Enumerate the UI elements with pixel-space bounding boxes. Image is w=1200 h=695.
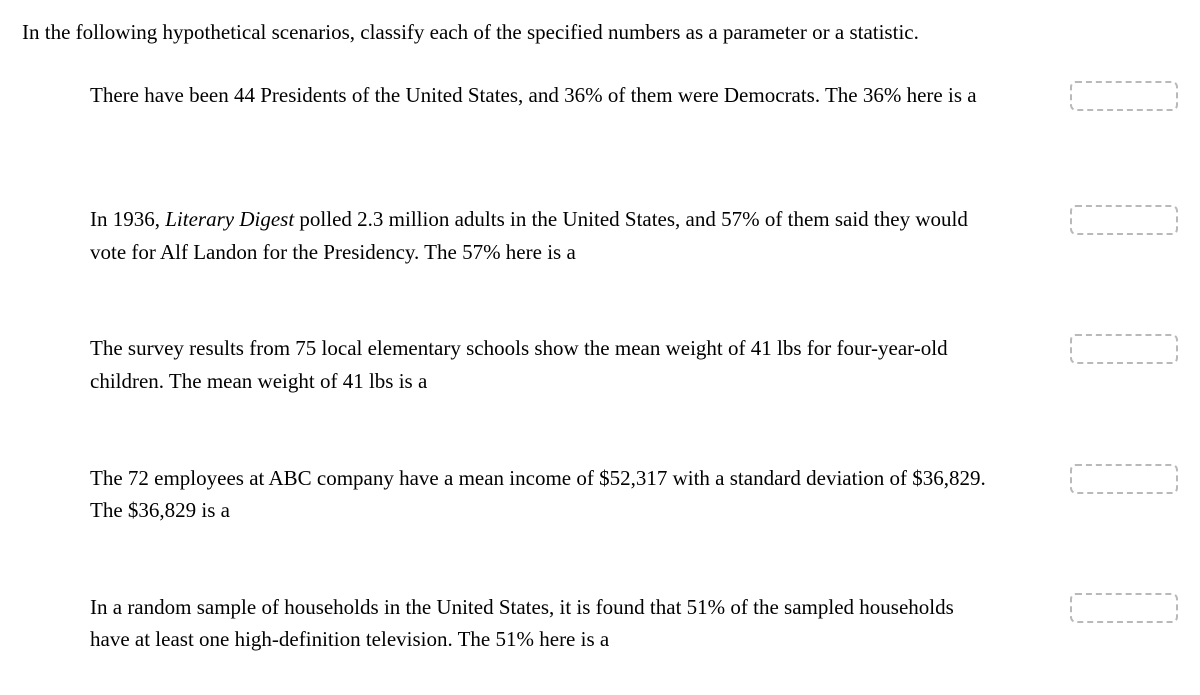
question-row: There have been 44 Presidents of the Uni…	[22, 79, 1178, 139]
answer-col	[1070, 591, 1178, 623]
question-row: In 1936, Literary Digest polled 2.3 mill…	[22, 203, 1178, 268]
answer-col	[1070, 203, 1178, 235]
text-span: In 1936,	[90, 207, 165, 231]
question-text: The survey results from 75 local element…	[90, 332, 1010, 397]
answer-input[interactable]	[1070, 593, 1178, 623]
italic-text: Literary Digest	[165, 207, 294, 231]
answer-col	[1070, 79, 1178, 111]
answer-input[interactable]	[1070, 81, 1178, 111]
page-container: In the following hypothetical scenarios,…	[0, 0, 1200, 656]
text-span: In a random sample of households in the …	[90, 595, 954, 652]
question-row: The survey results from 75 local element…	[22, 332, 1178, 397]
answer-input[interactable]	[1070, 464, 1178, 494]
answer-input[interactable]	[1070, 334, 1178, 364]
answer-input[interactable]	[1070, 205, 1178, 235]
text-span: The survey results from 75 local element…	[90, 336, 948, 393]
intro-text: In the following hypothetical scenarios,…	[22, 18, 1178, 47]
answer-col	[1070, 462, 1178, 494]
question-row: The 72 employees at ABC company have a m…	[22, 462, 1178, 527]
questions-list: There have been 44 Presidents of the Uni…	[22, 79, 1178, 655]
question-text: In a random sample of households in the …	[90, 591, 1010, 656]
question-row: In a random sample of households in the …	[22, 591, 1178, 656]
text-span: There have been 44 Presidents of the Uni…	[90, 83, 977, 107]
text-span: The 72 employees at ABC company have a m…	[90, 466, 986, 523]
question-text: There have been 44 Presidents of the Uni…	[90, 79, 1010, 112]
answer-col	[1070, 332, 1178, 364]
question-text: In 1936, Literary Digest polled 2.3 mill…	[90, 203, 1010, 268]
question-text: The 72 employees at ABC company have a m…	[90, 462, 1010, 527]
